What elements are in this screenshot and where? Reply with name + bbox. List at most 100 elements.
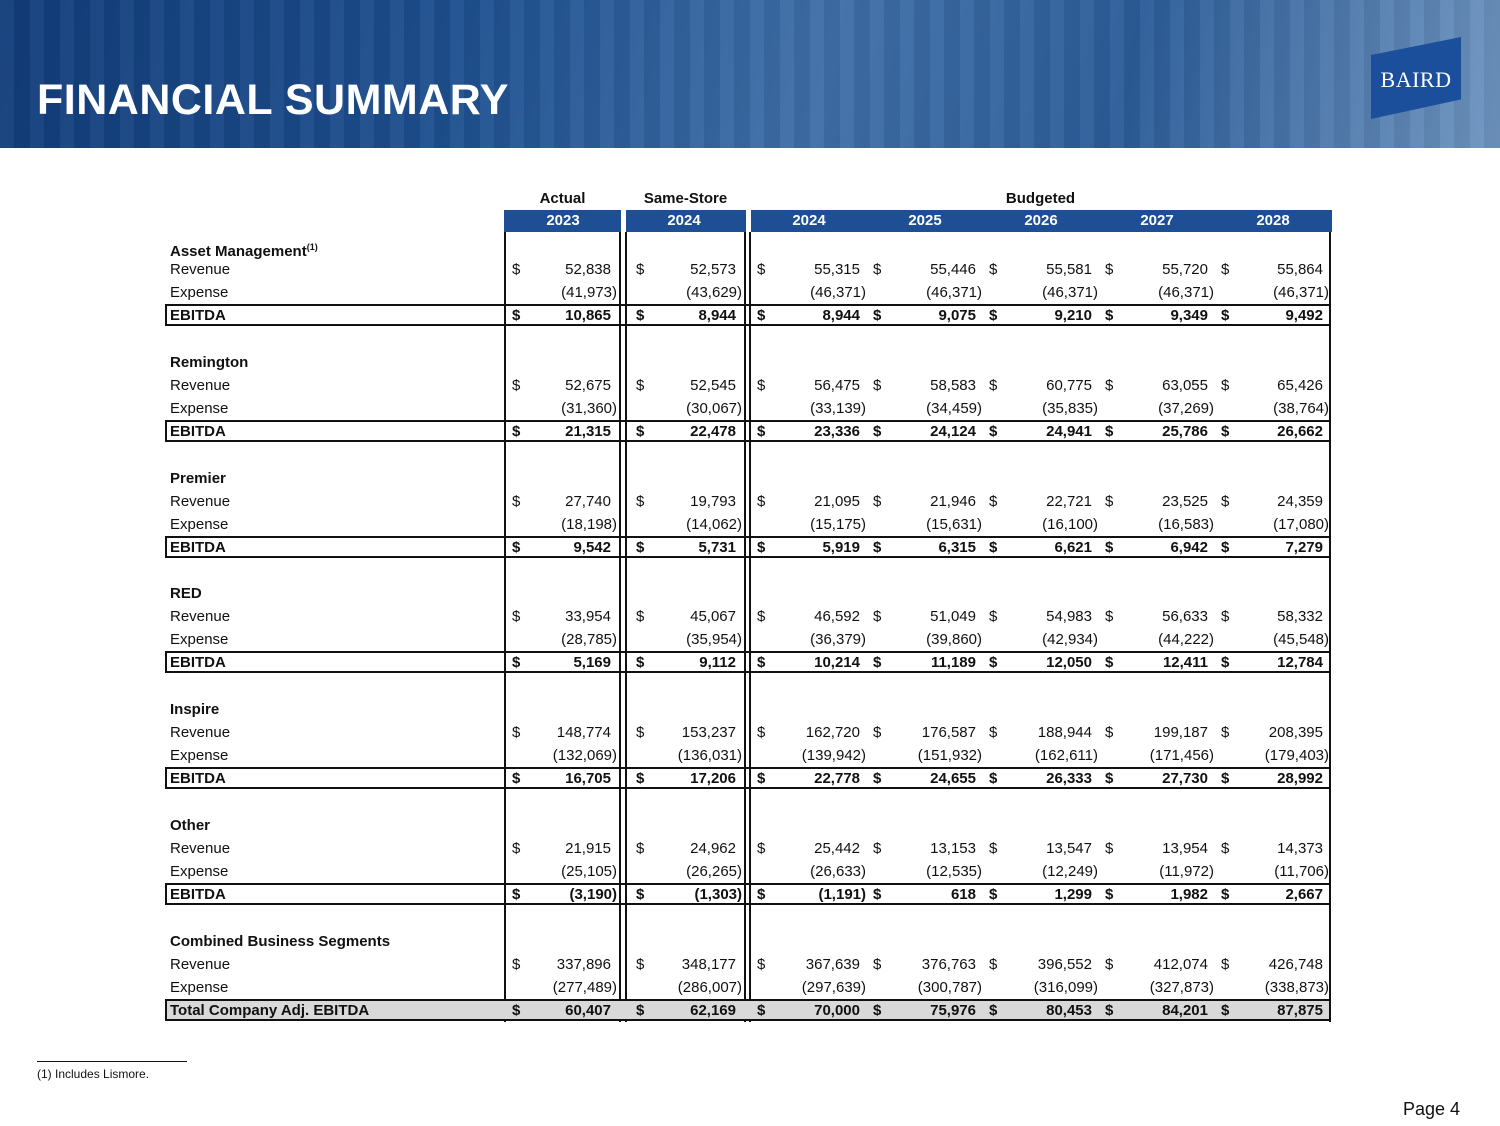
value-cell: 55,446 xyxy=(930,261,976,278)
year-header: 2028 xyxy=(1256,212,1290,229)
section-title: Remington xyxy=(170,354,249,371)
currency-symbol: $ xyxy=(989,770,998,787)
value-cell: (132,069) xyxy=(552,747,617,764)
section-title: Premier xyxy=(170,470,226,487)
value-cell: 75,976 xyxy=(930,1002,976,1019)
value-cell: (46,371) xyxy=(1042,284,1098,301)
currency-symbol: $ xyxy=(636,493,645,510)
currency-symbol: $ xyxy=(757,423,766,440)
value-cell: (11,972) xyxy=(1159,863,1214,880)
value-cell: (30,067) xyxy=(686,400,742,417)
value-cell: 84,201 xyxy=(1162,1002,1208,1019)
value-cell: 55,720 xyxy=(1162,261,1208,278)
currency-symbol: $ xyxy=(1105,1002,1114,1019)
value-cell: 5,169 xyxy=(573,654,611,671)
currency-symbol: $ xyxy=(1105,886,1114,903)
currency-symbol: $ xyxy=(989,840,998,857)
value-cell: 70,000 xyxy=(814,1002,860,1019)
row-label: Revenue xyxy=(170,377,231,394)
value-cell: (33,139) xyxy=(810,400,866,417)
year-header: 2023 xyxy=(546,212,580,229)
value-cell: (136,031) xyxy=(677,747,742,764)
value-cell: 426,748 xyxy=(1268,956,1323,973)
value-cell: 26,662 xyxy=(1277,423,1323,440)
ebitda-row-box xyxy=(165,767,1331,789)
value-cell: 367,639 xyxy=(805,956,860,973)
value-cell: 188,944 xyxy=(1037,724,1092,741)
currency-symbol: $ xyxy=(636,1002,645,1019)
value-cell: (14,062) xyxy=(686,516,742,533)
value-cell: 9,112 xyxy=(699,654,736,671)
value-cell: 22,478 xyxy=(690,423,736,440)
value-cell: (300,787) xyxy=(917,979,982,996)
currency-symbol: $ xyxy=(1221,1002,1230,1019)
value-cell: (162,611) xyxy=(1034,747,1098,764)
value-cell: 199,187 xyxy=(1153,724,1208,741)
value-cell: 6,621 xyxy=(1054,539,1092,556)
column-border xyxy=(625,232,627,1022)
row-label: Revenue xyxy=(170,261,231,278)
currency-symbol: $ xyxy=(512,654,521,671)
currency-symbol: $ xyxy=(873,1002,882,1019)
currency-symbol: $ xyxy=(989,654,998,671)
value-cell: 60,407 xyxy=(565,1002,611,1019)
value-cell: 65,426 xyxy=(1277,377,1323,394)
value-cell: 9,349 xyxy=(1170,307,1208,324)
currency-symbol: $ xyxy=(636,608,645,625)
row-label: Revenue xyxy=(170,724,231,741)
currency-symbol: $ xyxy=(757,261,766,278)
value-cell: 5,731 xyxy=(698,539,736,556)
value-cell: (16,100) xyxy=(1042,516,1098,533)
currency-symbol: $ xyxy=(512,724,521,741)
value-cell: 176,587 xyxy=(921,724,976,741)
currency-symbol: $ xyxy=(512,377,521,394)
value-cell: 56,633 xyxy=(1162,608,1208,625)
currency-symbol: $ xyxy=(873,770,882,787)
currency-symbol: $ xyxy=(989,724,998,741)
currency-symbol: $ xyxy=(1105,307,1114,324)
value-cell: 27,730 xyxy=(1162,770,1208,787)
currency-symbol: $ xyxy=(636,261,645,278)
header-banner xyxy=(0,0,1500,148)
value-cell: 12,050 xyxy=(1046,654,1092,671)
currency-symbol: $ xyxy=(989,956,998,973)
value-cell: (139,942) xyxy=(801,747,866,764)
currency-symbol: $ xyxy=(757,539,766,556)
value-cell: 7,279 xyxy=(1285,539,1323,556)
value-cell: (39,860) xyxy=(926,631,982,648)
year-bar-budgeted xyxy=(751,210,1332,232)
value-cell: 16,705 xyxy=(565,770,611,787)
value-cell: (36,379) xyxy=(810,631,866,648)
year-bar-same-store xyxy=(626,210,746,232)
value-cell: (297,639) xyxy=(801,979,866,996)
value-cell: 46,592 xyxy=(814,608,860,625)
currency-symbol: $ xyxy=(512,539,521,556)
value-cell: (277,489) xyxy=(552,979,617,996)
currency-symbol: $ xyxy=(1105,539,1114,556)
ebitda-label: EBITDA xyxy=(170,886,226,903)
value-cell: (11,706) xyxy=(1274,863,1329,880)
value-cell: 21,315 xyxy=(565,423,611,440)
value-cell: (43,629) xyxy=(686,284,742,301)
value-cell: (46,371) xyxy=(1158,284,1214,301)
ebitda-row-box xyxy=(165,999,1331,1021)
value-cell: 21,915 xyxy=(565,840,611,857)
currency-symbol: $ xyxy=(636,840,645,857)
section-title: Other xyxy=(170,817,211,834)
currency-symbol: $ xyxy=(1105,770,1114,787)
ebitda-row-box xyxy=(165,883,1331,905)
currency-symbol: $ xyxy=(1105,608,1114,625)
currency-symbol: $ xyxy=(1221,770,1230,787)
currency-symbol: $ xyxy=(757,886,766,903)
value-cell: 8,944 xyxy=(698,307,736,324)
value-cell: (316,099) xyxy=(1033,979,1098,996)
section-title: Inspire xyxy=(170,701,220,718)
value-cell: 19,793 xyxy=(690,493,736,510)
value-cell: 208,395 xyxy=(1268,724,1323,741)
year-header: 2025 xyxy=(908,212,942,229)
currency-symbol: $ xyxy=(873,956,882,973)
year-header: 2024 xyxy=(667,212,701,229)
currency-symbol: $ xyxy=(1221,261,1230,278)
currency-symbol: $ xyxy=(636,539,645,556)
currency-symbol: $ xyxy=(1105,840,1114,857)
